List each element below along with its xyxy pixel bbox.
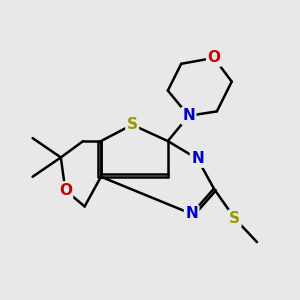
Text: N: N (191, 152, 204, 166)
Text: O: O (59, 183, 72, 198)
Text: S: S (127, 117, 138, 132)
Text: O: O (207, 50, 220, 65)
Text: S: S (229, 211, 240, 226)
Text: N: N (185, 206, 198, 221)
Text: N: N (182, 108, 195, 123)
